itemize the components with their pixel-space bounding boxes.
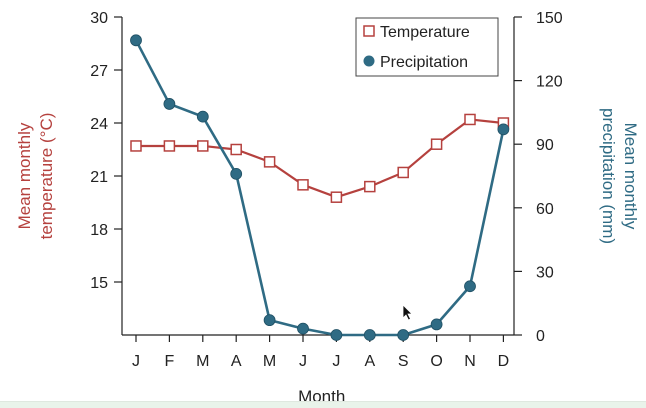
x-tick-label: O — [430, 353, 442, 370]
temperature-point — [263, 156, 276, 168]
temperature-point — [297, 179, 309, 191]
x-tick-label: J — [332, 353, 340, 370]
x-tick-label: J — [132, 353, 140, 370]
x-tick-label: A — [231, 353, 242, 370]
x-tick-label: A — [364, 353, 375, 370]
left-axis-title: Mean monthly temperature (°C) — [15, 113, 56, 240]
right-axis-title: Mean monthlyprecipitation (mm) — [599, 108, 640, 244]
x-tick-label: N — [464, 353, 476, 370]
precipitation-point — [230, 167, 243, 180]
precipitation-point — [130, 34, 142, 47]
left-tick-label: 27 — [90, 63, 108, 80]
legend-temperature-marker — [363, 25, 375, 37]
left-tick-label: 21 — [90, 169, 108, 186]
right-tick-label: 60 — [536, 201, 554, 218]
temperature-line — [136, 118, 504, 199]
legend-precipitation-label: Precipitation — [380, 54, 468, 71]
x-tick-label: D — [498, 353, 510, 370]
right-tick-label: 90 — [536, 137, 554, 154]
precipitation-point — [397, 329, 410, 341]
precipitation-point — [163, 98, 176, 110]
legend-box — [355, 17, 499, 77]
temperature-point — [464, 113, 476, 126]
temperature-point — [430, 138, 443, 150]
legend-temperature-label: Temperature — [380, 24, 470, 41]
right-axis-title-line2: precipitation (mm) — [599, 108, 618, 244]
precipitation-point — [330, 329, 343, 341]
temperature-point — [330, 191, 343, 203]
mouse-cursor-icon — [402, 304, 413, 321]
temperature-point — [364, 180, 376, 193]
precipitation-point — [497, 123, 510, 136]
x-tick-label: S — [398, 353, 409, 370]
right-axis-title-line1: Mean monthly — [621, 123, 640, 230]
left-axis-title-line2: temperature (°C) — [37, 113, 56, 240]
precipitation-point — [263, 314, 276, 327]
right-tick-label: 0 — [536, 328, 545, 345]
right-tick-label: 150 — [536, 10, 563, 27]
temperature-point — [230, 143, 242, 156]
bottom-band — [0, 401, 646, 408]
left-tick-label: 24 — [90, 116, 108, 133]
left-axis-title-line1: Mean monthly — [15, 122, 34, 229]
x-tick-label: J — [299, 353, 307, 370]
precipitation-point — [196, 110, 209, 123]
left-tick-label: 15 — [90, 275, 108, 292]
legend-precipitation-marker — [363, 55, 375, 67]
right-tick-label: 120 — [536, 74, 563, 91]
precipitation-line — [134, 39, 505, 337]
x-tick-label: F — [165, 353, 175, 370]
x-tick-label: M — [196, 353, 209, 370]
right-tick-label: 30 — [536, 264, 554, 281]
temperature-point — [130, 140, 142, 152]
precipitation-point — [363, 329, 376, 341]
left-tick-label: 18 — [90, 222, 108, 239]
precipitation-point — [297, 322, 309, 335]
precipitation-point — [464, 280, 476, 293]
x-tick-label: M — [263, 353, 276, 370]
temperature-point — [397, 166, 409, 179]
left-tick-label: 30 — [90, 10, 108, 27]
precipitation-point — [430, 318, 443, 331]
temperature-point — [197, 140, 209, 152]
temperature-point — [163, 140, 176, 152]
